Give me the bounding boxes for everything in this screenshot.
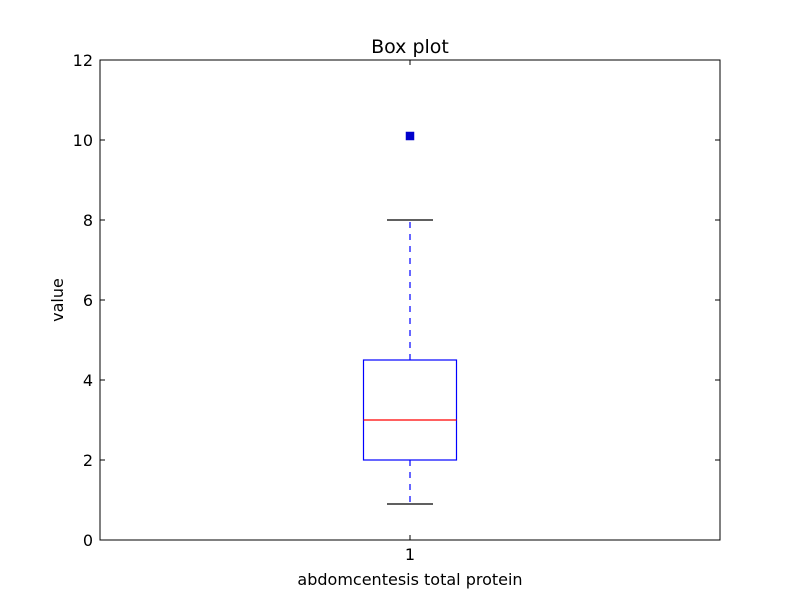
y-tick-label: 2 bbox=[83, 451, 93, 470]
y-tick-label: 12 bbox=[73, 51, 93, 70]
y-tick-label: 0 bbox=[83, 531, 93, 550]
y-tick-label: 6 bbox=[83, 291, 93, 310]
y-axis-title: value bbox=[48, 278, 67, 322]
y-tick-label: 4 bbox=[83, 371, 93, 390]
chart-title: Box plot bbox=[371, 36, 449, 58]
y-axis-ticks: 0 2 4 6 8 10 12 bbox=[73, 51, 720, 550]
y-tick-label: 8 bbox=[83, 211, 93, 230]
x-axis-ticks: 1 bbox=[405, 60, 415, 564]
outlier-point bbox=[405, 131, 415, 141]
box-series bbox=[362, 131, 458, 505]
y-tick-label: 10 bbox=[73, 131, 93, 150]
x-axis-title: abdomcentesis total protein bbox=[297, 570, 522, 589]
interquartile-box bbox=[362, 359, 458, 461]
x-tick-label: 1 bbox=[405, 545, 415, 564]
